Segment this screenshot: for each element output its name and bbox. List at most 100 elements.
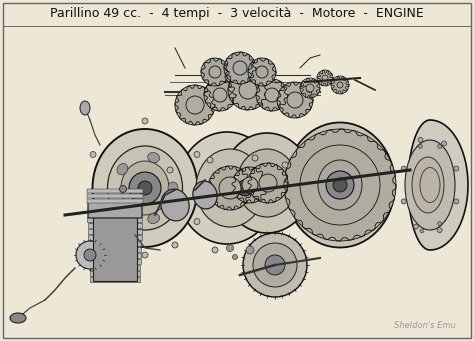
Circle shape [213, 88, 227, 102]
Circle shape [413, 224, 419, 229]
Polygon shape [408, 120, 468, 250]
Polygon shape [201, 58, 229, 86]
Circle shape [265, 88, 279, 102]
Polygon shape [208, 166, 252, 210]
Circle shape [333, 178, 347, 192]
Circle shape [142, 252, 148, 258]
FancyBboxPatch shape [87, 189, 143, 193]
Ellipse shape [148, 213, 160, 224]
Circle shape [209, 66, 221, 78]
Ellipse shape [300, 139, 380, 231]
Circle shape [306, 84, 314, 92]
Circle shape [194, 151, 200, 158]
Circle shape [454, 199, 459, 204]
Circle shape [186, 96, 204, 114]
Circle shape [419, 145, 422, 148]
Circle shape [437, 227, 442, 233]
Circle shape [282, 237, 288, 243]
Polygon shape [248, 163, 288, 203]
Polygon shape [204, 79, 236, 111]
Circle shape [441, 141, 447, 146]
Circle shape [167, 167, 173, 173]
FancyBboxPatch shape [88, 235, 142, 240]
Polygon shape [284, 129, 396, 241]
Circle shape [172, 242, 178, 248]
Ellipse shape [108, 146, 182, 230]
Polygon shape [317, 70, 333, 86]
FancyBboxPatch shape [90, 265, 140, 270]
Polygon shape [331, 76, 349, 94]
Circle shape [207, 157, 213, 163]
Text: Sheldon's Emu: Sheldon's Emu [394, 321, 456, 330]
Circle shape [252, 155, 258, 161]
Circle shape [438, 145, 442, 148]
Ellipse shape [92, 129, 198, 247]
Circle shape [243, 233, 307, 297]
FancyBboxPatch shape [88, 202, 142, 218]
FancyBboxPatch shape [89, 247, 141, 252]
Ellipse shape [80, 101, 90, 115]
Circle shape [420, 229, 424, 233]
FancyBboxPatch shape [89, 259, 141, 264]
FancyBboxPatch shape [89, 253, 141, 258]
Circle shape [282, 162, 288, 168]
Ellipse shape [117, 201, 128, 212]
Circle shape [322, 75, 328, 81]
Ellipse shape [405, 140, 455, 230]
Circle shape [233, 254, 237, 260]
FancyBboxPatch shape [90, 271, 140, 276]
Ellipse shape [148, 152, 160, 163]
Polygon shape [224, 52, 256, 84]
Ellipse shape [161, 189, 189, 221]
Circle shape [237, 180, 253, 196]
Circle shape [252, 245, 258, 251]
Ellipse shape [10, 313, 26, 323]
Circle shape [76, 241, 104, 269]
Ellipse shape [318, 160, 362, 210]
Circle shape [84, 249, 96, 261]
Polygon shape [300, 78, 320, 98]
FancyBboxPatch shape [88, 217, 143, 222]
FancyBboxPatch shape [93, 213, 137, 281]
Polygon shape [175, 85, 215, 125]
FancyBboxPatch shape [87, 194, 143, 198]
Circle shape [438, 222, 442, 225]
Circle shape [227, 244, 234, 252]
Circle shape [138, 181, 152, 195]
Circle shape [142, 118, 148, 124]
Polygon shape [256, 79, 288, 111]
Circle shape [256, 66, 268, 78]
Circle shape [253, 243, 297, 287]
Circle shape [129, 172, 161, 204]
Circle shape [90, 219, 96, 224]
Ellipse shape [222, 133, 312, 233]
FancyBboxPatch shape [89, 241, 142, 246]
Circle shape [401, 166, 406, 171]
FancyBboxPatch shape [88, 229, 142, 234]
Polygon shape [228, 70, 268, 110]
FancyBboxPatch shape [87, 199, 143, 203]
Ellipse shape [237, 149, 297, 217]
Circle shape [246, 246, 254, 254]
Ellipse shape [193, 181, 217, 209]
Circle shape [300, 145, 380, 225]
Ellipse shape [117, 164, 128, 175]
Ellipse shape [232, 173, 258, 203]
FancyBboxPatch shape [88, 223, 142, 228]
Ellipse shape [196, 149, 264, 227]
Ellipse shape [412, 157, 444, 213]
Circle shape [337, 82, 343, 88]
Circle shape [259, 174, 277, 192]
Circle shape [90, 151, 96, 158]
Polygon shape [232, 167, 268, 203]
Circle shape [242, 177, 258, 193]
Circle shape [177, 207, 183, 213]
Circle shape [219, 177, 241, 199]
Text: Parillino 49 cc.  -  4 tempi  -  3 velocità  -  Motore  -  ENGINE: Parillino 49 cc. - 4 tempi - 3 velocità … [50, 6, 424, 19]
Circle shape [212, 247, 218, 253]
Ellipse shape [285, 122, 395, 248]
Circle shape [194, 219, 200, 224]
Circle shape [454, 166, 459, 171]
Circle shape [265, 255, 285, 275]
Circle shape [418, 137, 423, 143]
